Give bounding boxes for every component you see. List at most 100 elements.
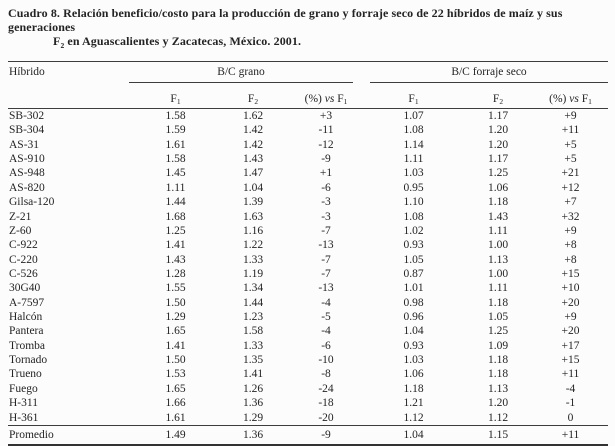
caption-line-2: F2 en Aguascalientes y Zacatecas, México… — [8, 34, 608, 49]
grain-pct-cell: -6 — [321, 339, 331, 352]
f2-subscript: 2 — [499, 97, 504, 106]
forage-pct-cell: +7 — [564, 196, 577, 209]
grain-f2-cell: 1.04 — [242, 181, 264, 194]
grain-f1-cell: 1.66 — [165, 397, 186, 410]
forage-pct-cell: +9 — [564, 311, 577, 324]
forage-f1-cell: 1.11 — [403, 153, 424, 166]
hybrid-name-cell: C-526 — [9, 267, 38, 280]
forage-pct-cell: +15 — [561, 354, 580, 367]
forage-pct-cell: +8 — [564, 239, 577, 252]
grain-pct-cell: +1 — [319, 167, 333, 180]
hybrid-name-cell: Trueno — [9, 368, 42, 381]
grain-f2-cell: 1.34 — [242, 282, 264, 295]
forage-f1-cell: 1.18 — [403, 382, 424, 395]
grain-f1-cell: 1.11 — [165, 181, 186, 194]
forage-f2-cell: 1.17 — [487, 153, 509, 166]
grain-pct-cell: -3 — [321, 196, 331, 209]
hybrid-name-cell: SB-302 — [9, 110, 45, 122]
hybrid-column-header: Híbrido — [8, 61, 133, 109]
table-row: AS-910 1.58 1.43 -9 1.11 1.17 +5 — [8, 152, 608, 166]
forage-pct-cell: +20 — [561, 325, 580, 338]
table-row: A-7597 1.50 1.44 -4 0.98 1.18 +20 — [8, 296, 608, 310]
forage-f1-cell: 1.06 — [403, 368, 424, 381]
forage-f1-cell: 1.14 — [403, 138, 424, 151]
forage-f1-cell: 1.08 — [403, 210, 424, 223]
grain-f2-cell: 1.35 — [242, 354, 264, 367]
forage-pct-cell: +10 — [561, 282, 580, 295]
forage-f1-cell: 0.95 — [403, 181, 424, 194]
table-row: C-922 1.41 1.22 -13 0.93 1.00 +8 — [8, 238, 608, 252]
forage-f1-cell: 0.96 — [403, 311, 424, 324]
average-row: Promedio 1.49 1.36 -9 1.04 1.15 +11 — [8, 424, 608, 445]
table-row: Halcón 1.29 1.23 -5 0.96 1.05 +9 — [8, 310, 608, 324]
grain-pct-cell: +3 — [319, 110, 333, 122]
forage-pct-avg-cell: +11 — [533, 424, 608, 445]
hybrid-name-cell: Halcón — [9, 311, 43, 324]
forage-pct-cell: +15 — [561, 267, 580, 280]
grain-pct-cell: -3 — [321, 210, 331, 223]
caption-text-2: en Aguascalientes y Zacatecas, México. 2… — [64, 34, 302, 48]
forage-f1-cell: 0.98 — [403, 296, 424, 309]
grain-f2-cell: 1.42 — [242, 138, 264, 151]
document-page: Cuadro 8. Relación beneficio/costo para … — [8, 6, 608, 446]
forage-f2-cell: 1.06 — [487, 181, 509, 194]
forage-f1-cell: 1.02 — [403, 224, 424, 237]
forage-f2-cell: 1.20 — [487, 138, 509, 151]
table-row: Trueno 1.53 1.41 -8 1.06 1.18 +11 — [8, 367, 608, 381]
table-row: AS-820 1.11 1.04 -6 0.95 1.06 +12 — [8, 181, 608, 195]
f-symbol: F — [247, 92, 255, 105]
hybrid-name-cell: Tromba — [9, 339, 45, 352]
grain-pct-cell: -6 — [321, 181, 331, 194]
grain-pct-cell: -7 — [321, 224, 331, 237]
hybrid-name-cell: C-220 — [9, 253, 38, 266]
grain-f1-cell: 1.65 — [165, 382, 186, 395]
table-row: Tornado 1.50 1.35 -10 1.03 1.18 +15 — [8, 353, 608, 367]
forage-pct-cell: +12 — [561, 181, 580, 194]
table-row: C-526 1.28 1.19 -7 0.87 1.00 +15 — [8, 267, 608, 281]
grain-group-label: B/C grano — [129, 66, 353, 83]
forage-f2-cell: 1.18 — [487, 296, 509, 309]
table-row: AS-31 1.61 1.42 -12 1.14 1.20 +5 — [8, 138, 608, 152]
grain-f2-cell: 1.43 — [242, 153, 264, 166]
table-row: SB-304 1.59 1.42 -11 1.08 1.20 +11 — [8, 123, 608, 137]
f-symbol: F — [408, 92, 415, 105]
forage-f2-cell: 1.00 — [487, 267, 509, 280]
f2-symbol: F — [53, 34, 61, 48]
hybrid-name-cell: AS-910 — [9, 153, 45, 166]
grain-f2-cell: 1.63 — [242, 210, 264, 223]
average-label-cell: Promedio — [8, 424, 133, 445]
grain-pct-cell: -9 — [321, 153, 331, 166]
hybrid-name-cell: Z-21 — [9, 210, 32, 223]
table-row: AS-948 1.45 1.47 +1 1.03 1.25 +21 — [8, 166, 608, 180]
grain-pct-cell: -13 — [318, 282, 334, 295]
forage-pct-cell: +8 — [564, 253, 577, 266]
hybrid-name-cell: C-922 — [9, 239, 38, 252]
grain-pct-cell: -20 — [318, 411, 334, 424]
forage-group-label: B/C forraje seco — [370, 66, 608, 83]
forage-f2-cell: 1.18 — [487, 196, 509, 209]
f1-subscript: 1 — [588, 97, 592, 106]
forage-f1-cell: 1.03 — [403, 167, 424, 180]
forage-f1-cell: 1.04 — [403, 325, 424, 338]
forage-pct-cell: 0 — [567, 411, 574, 424]
grain-pct-cell: -8 — [321, 368, 331, 381]
table-row: Z-60 1.25 1.16 -7 1.02 1.11 +9 — [8, 224, 608, 238]
grain-pct-header: (%) vs F1 — [288, 89, 364, 109]
forage-f1-header: F1 — [364, 89, 463, 109]
forage-pct-header: (%) vs F1 — [533, 89, 608, 109]
forage-pct-cell: +21 — [561, 167, 580, 180]
hybrid-name-cell: AS-948 — [9, 167, 45, 180]
group-header-row: Híbrido B/C grano B/C forraje seco — [8, 61, 608, 109]
forage-f2-cell: 1.18 — [487, 368, 509, 381]
f2-subscript: 2 — [254, 97, 259, 106]
table-row: Fuego 1.65 1.26 -24 1.18 1.13 -4 — [8, 382, 608, 396]
forage-f2-cell: 1.00 — [487, 239, 509, 252]
forage-pct-cell: +32 — [561, 210, 580, 223]
f-symbol: F — [334, 92, 344, 105]
grain-f1-cell: 1.61 — [165, 411, 186, 424]
grain-pct-cell: -24 — [318, 382, 334, 395]
grain-f1-cell: 1.55 — [165, 282, 186, 295]
forage-f1-cell: 1.03 — [403, 354, 424, 367]
forage-f2-cell: 1.05 — [487, 311, 509, 324]
grain-f2-cell: 1.33 — [242, 253, 264, 266]
